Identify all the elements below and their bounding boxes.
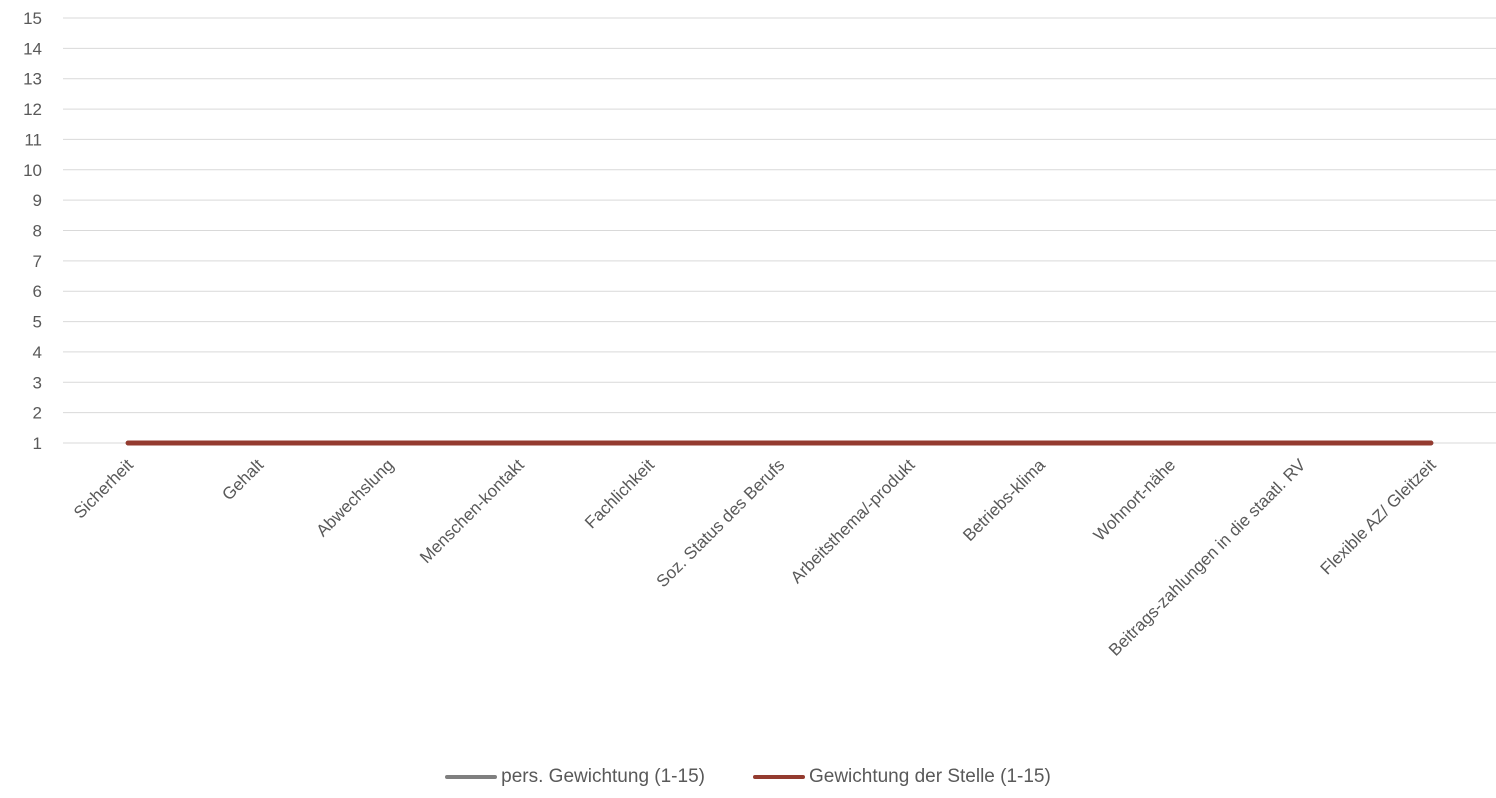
y-tick-label-2: 2 bbox=[33, 404, 42, 423]
y-tick-label-8: 8 bbox=[33, 222, 42, 241]
legend-item-gewichtung-stelle: Gewichtung der Stelle (1-15) bbox=[752, 766, 1051, 788]
y-tick-label-14: 14 bbox=[23, 39, 42, 58]
x-tick-label-betriebs-klima: Betriebs-klima bbox=[959, 455, 1049, 545]
y-tick-label-3: 3 bbox=[33, 373, 42, 392]
legend-item-pers-gewichtung: pers. Gewichtung (1-15) bbox=[445, 766, 705, 788]
x-tick-label-fachlichkeit: Fachlichkeit bbox=[581, 455, 658, 532]
y-tick-label-13: 13 bbox=[23, 70, 42, 89]
y-tick-label-10: 10 bbox=[23, 161, 42, 180]
x-tick-label-sicherheit: Sicherheit bbox=[70, 455, 137, 522]
x-tick-label-abwechslung: Abwechslung bbox=[313, 455, 398, 540]
legend-label-pers-gewichtung: pers. Gewichtung (1-15) bbox=[501, 766, 705, 787]
y-tick-label-9: 9 bbox=[33, 191, 42, 210]
legend-swatch-gewichtung-stelle bbox=[752, 775, 805, 779]
x-tick-label-soz-status-des-berufs: Soz. Status des Berufs bbox=[653, 455, 789, 591]
y-tick-label-6: 6 bbox=[33, 282, 42, 301]
y-tick-label-7: 7 bbox=[33, 252, 42, 271]
y-tick-label-5: 5 bbox=[33, 313, 42, 332]
legend: pers. Gewichtung (1-15) Gewichtung der S… bbox=[0, 762, 1496, 792]
legend-swatch-pers-gewichtung bbox=[445, 775, 498, 779]
y-tick-label-12: 12 bbox=[23, 100, 42, 119]
x-tick-label-menschen-kontakt: Menschen-kontakt bbox=[416, 455, 528, 567]
y-tick-label-15: 15 bbox=[23, 9, 42, 28]
y-tick-label-11: 11 bbox=[24, 130, 42, 149]
y-tick-label-1: 1 bbox=[33, 434, 42, 453]
x-axis: Sicherheit Gehalt Abwechslung Menschen-kont… bbox=[70, 455, 1440, 660]
x-tick-label-gehalt: Gehalt bbox=[218, 455, 267, 504]
x-tick-label-arbeitsthema-produkt: Arbeitsthema/-produkt bbox=[787, 455, 919, 587]
legend-label-gewichtung-stelle: Gewichtung der Stelle (1-15) bbox=[808, 766, 1051, 787]
x-tick-label-flexible-az-gleitzeit: Flexible AZ/ Gleitzeit bbox=[1317, 455, 1440, 578]
y-tick-label-4: 4 bbox=[33, 343, 42, 362]
x-tick-label-wohnort-nähe: Wohnort-nähe bbox=[1090, 455, 1179, 544]
gridlines bbox=[63, 17, 1496, 444]
